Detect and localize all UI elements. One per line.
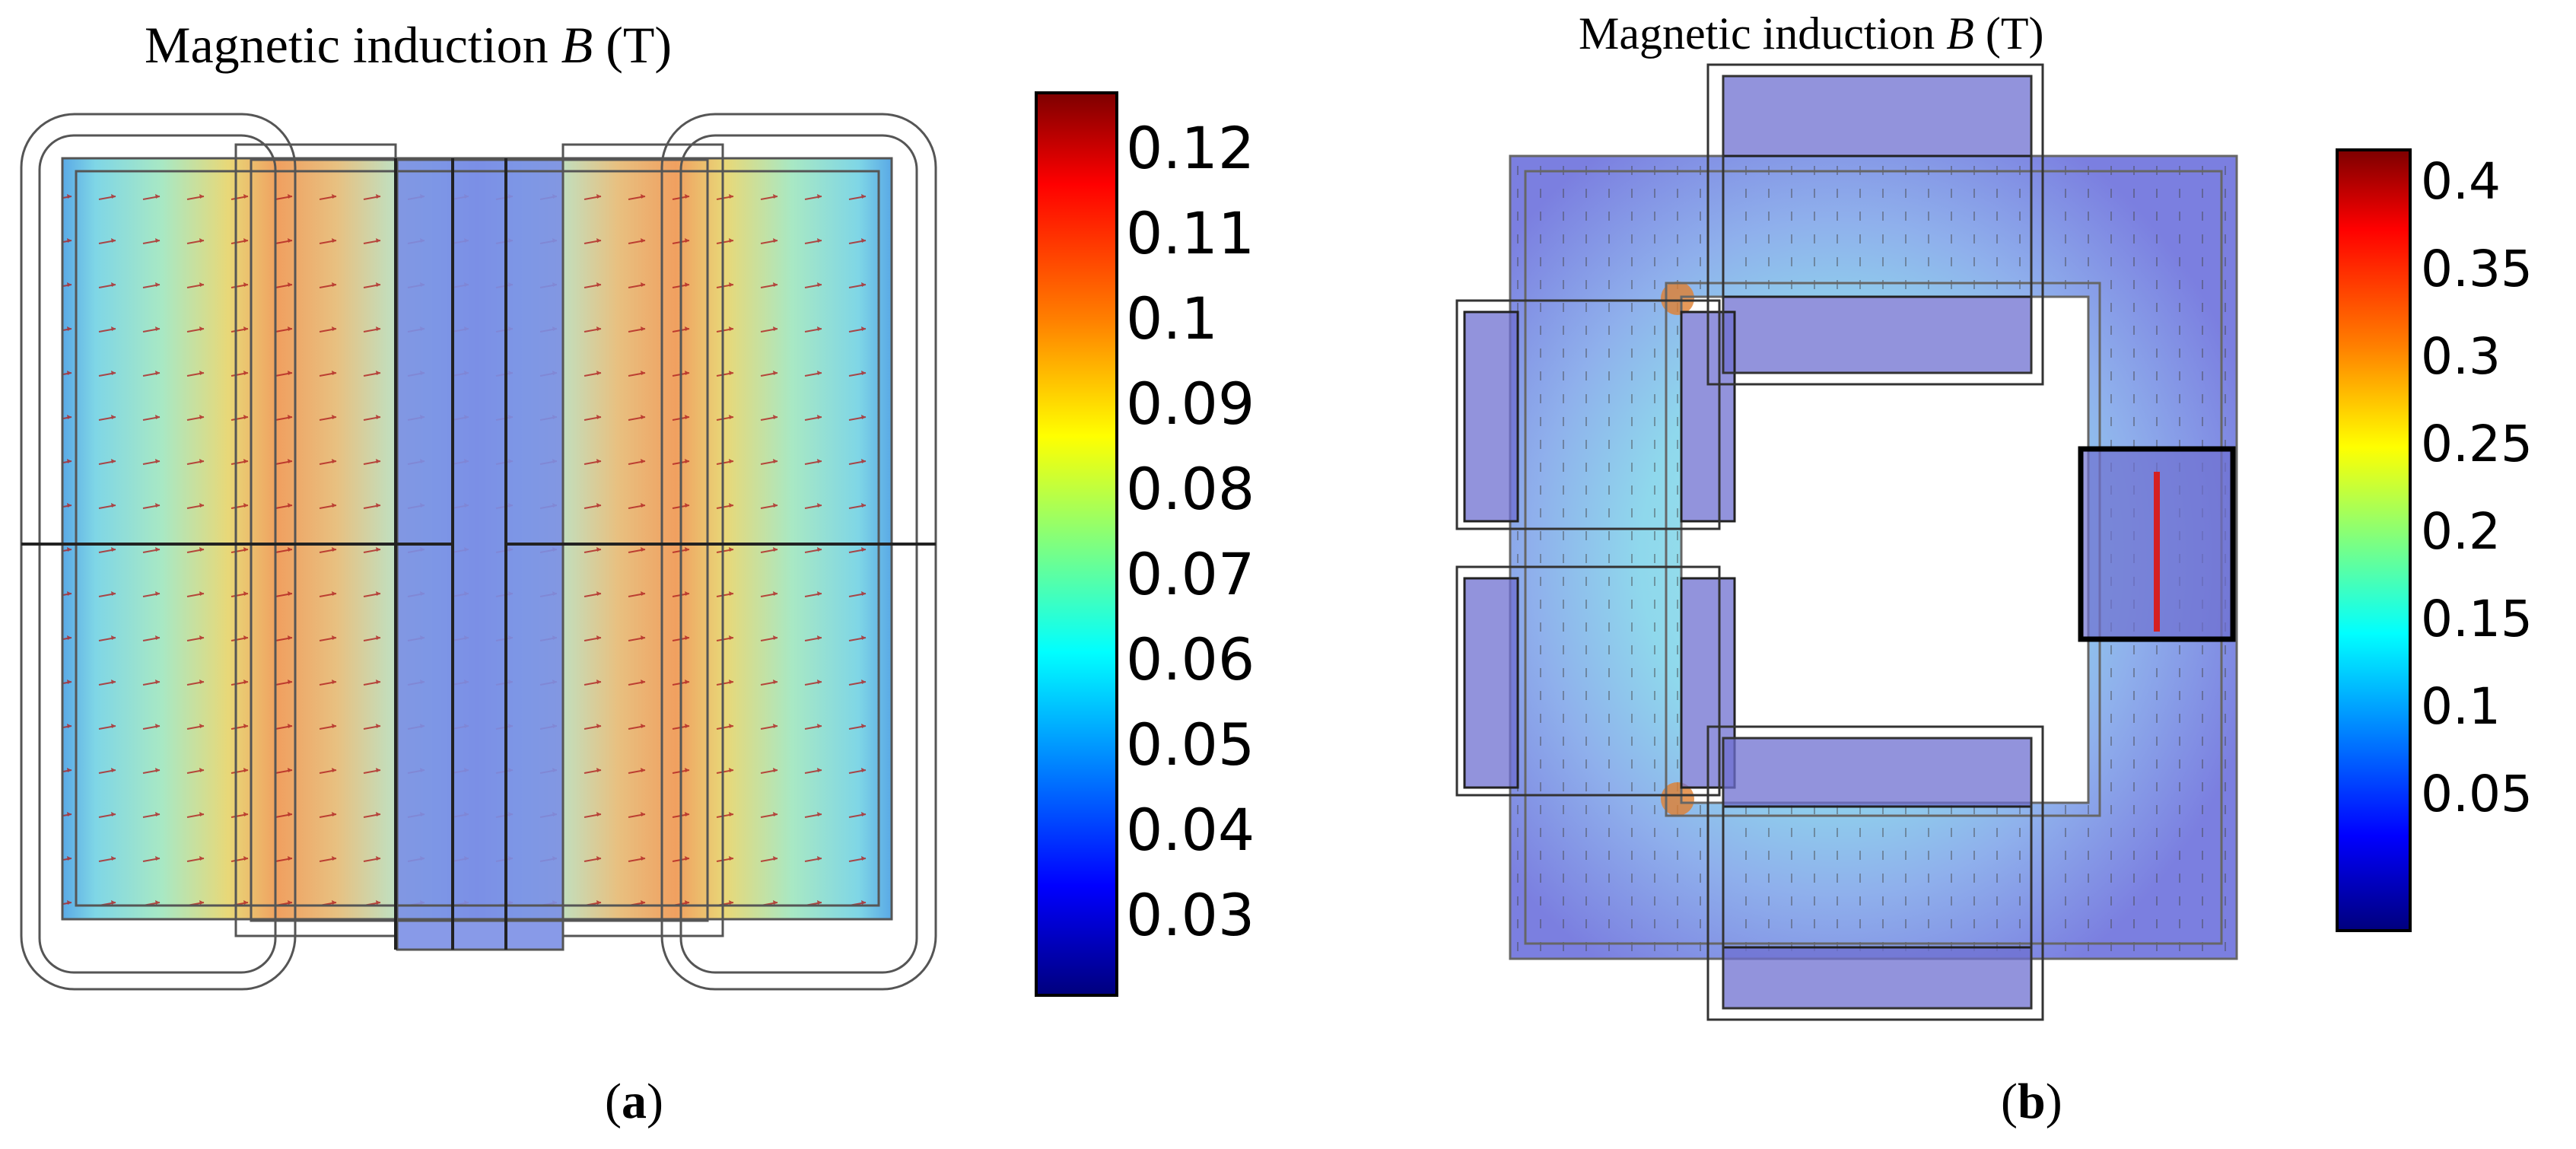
panel-a-label: (a) <box>605 1074 663 1129</box>
cbar-b-tick: 0.4 <box>2421 152 2501 211</box>
cbar-b-tick: 0.1 <box>2421 677 2501 736</box>
cbar-b-tick: 0.3 <box>2421 327 2501 386</box>
panel-b-title: Magnetic induction B (T) <box>1579 8 2044 59</box>
panel-b-coils <box>1463 75 2033 1010</box>
cbar-a-tick: 0.1 <box>1126 285 1218 352</box>
cbar-a-tick: 0.07 <box>1126 540 1255 608</box>
cbar-a-tick: 0.09 <box>1126 370 1255 438</box>
cbar-b-tick: 0.2 <box>2421 502 2501 561</box>
cbar-b-tick: 0.15 <box>2421 590 2533 648</box>
panel-a-colorbar <box>1035 91 1118 997</box>
cbar-a-tick: 0.12 <box>1126 114 1255 182</box>
cbar-b-tick: 0.35 <box>2421 240 2533 298</box>
panel-b-colorbar <box>2336 148 2412 932</box>
cbar-a-tick: 0.11 <box>1126 199 1255 267</box>
panel-a-center-line <box>21 158 936 950</box>
cbar-a-tick: 0.04 <box>1126 796 1255 864</box>
cbar-a-tick: 0.05 <box>1126 711 1255 778</box>
cbar-b-tick: 0.05 <box>2421 765 2533 823</box>
cbar-a-tick: 0.03 <box>1126 881 1255 949</box>
panel-b-label: (b) <box>2001 1074 2062 1129</box>
panel-b-core <box>1510 156 2237 959</box>
panel-b-coil-frames <box>1455 63 2044 1021</box>
cbar-a-tick: 0.06 <box>1126 625 1255 693</box>
panel-a-title: Magnetic induction B (T) <box>145 16 673 74</box>
panel-a-core <box>397 158 563 950</box>
cbar-a-tick: 0.08 <box>1126 455 1255 523</box>
cbar-b-tick: 0.25 <box>2421 415 2533 473</box>
